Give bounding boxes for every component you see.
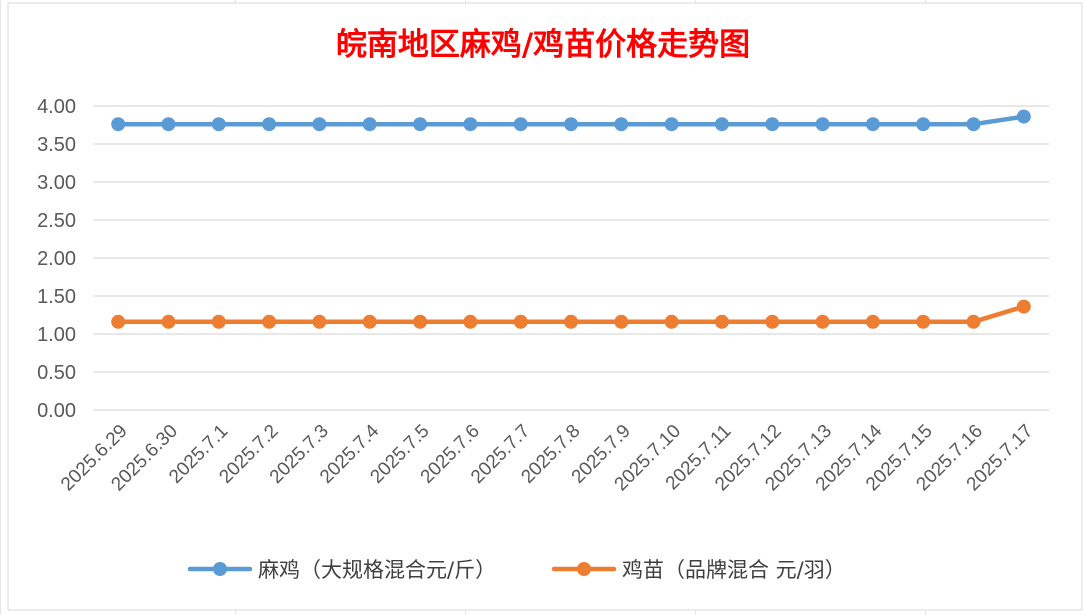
series-0-point	[312, 117, 327, 132]
series-0-point	[362, 117, 377, 132]
y-tick-label: 1.50	[37, 286, 76, 308]
gridlines	[93, 105, 1049, 411]
series-0-point	[161, 117, 176, 132]
series-1-point	[966, 314, 981, 329]
series-0-point	[714, 117, 729, 132]
series-1-point	[463, 314, 478, 329]
y-tick-label: 2.50	[37, 210, 76, 232]
series-1-point	[564, 314, 578, 329]
series-1-point	[111, 314, 126, 329]
chart-area	[7, 2, 1083, 611]
y-tick-label: 3.00	[37, 172, 76, 194]
series-0-point	[564, 117, 578, 132]
series-1-point	[362, 314, 377, 329]
series-1-point	[262, 314, 277, 329]
series-1-point	[161, 314, 176, 329]
series-0-point	[1016, 109, 1031, 124]
series-0-point	[865, 117, 880, 132]
legend-label-maji: 麻鸡（大规格混合元/斤）	[258, 558, 496, 582]
series-0-point	[111, 117, 126, 132]
series-1-point	[211, 314, 226, 329]
series-0-point	[614, 117, 629, 132]
series-0-point	[664, 117, 679, 132]
series-1-point	[413, 314, 428, 329]
series-1-point	[765, 314, 780, 329]
legend-marker-dot-jimiao	[577, 562, 591, 576]
series-1-point	[1016, 299, 1031, 314]
y-axis-ticks: 0.00 0.50 1.00 1.50 2.00 2.50 3.00 3.50 4.00	[37, 96, 76, 422]
series-1-point	[664, 314, 679, 329]
y-tick-label: 0.50	[37, 362, 76, 384]
series-1-point	[312, 314, 327, 329]
y-tick-label: 1.00	[37, 324, 76, 346]
legend-marker-dot-maji	[213, 562, 227, 576]
series-layer	[111, 109, 1031, 329]
series-1-point	[714, 314, 729, 329]
series-0-point	[916, 117, 931, 132]
y-tick-label: 0.00	[37, 400, 76, 422]
series-0-point	[211, 117, 226, 132]
y-tick-label: 2.00	[37, 248, 76, 270]
series-1-point	[916, 314, 931, 329]
chart-title: 皖南地区麻鸡/鸡苗价格走势图	[336, 27, 750, 63]
series-1-point	[513, 314, 528, 329]
series-1-point	[815, 314, 830, 329]
y-tick-label: 3.50	[37, 134, 76, 156]
series-0-point	[463, 117, 478, 132]
y-tick-label: 4.00	[37, 96, 76, 118]
series-1-point	[865, 314, 880, 329]
series-1-point	[614, 314, 629, 329]
series-0-point	[966, 117, 981, 132]
series-0-point	[815, 117, 830, 132]
series-0-point	[513, 117, 528, 132]
legend-label-jimiao: 鸡苗（品牌混合 元/羽）	[622, 558, 846, 582]
series-0-point	[413, 117, 428, 132]
series-0-point	[765, 117, 780, 132]
legend: 麻鸡（大规格混合元/斤） 鸡苗（品牌混合 元/羽）	[187, 558, 846, 582]
series-0-point	[262, 117, 277, 132]
